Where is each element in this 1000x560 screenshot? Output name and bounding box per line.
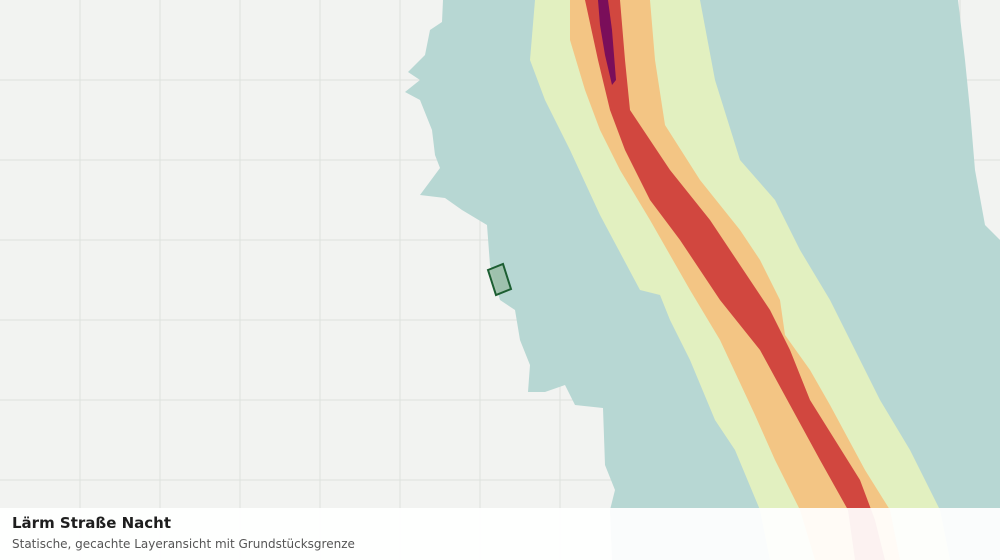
- caption-title: Lärm Straße Nacht: [12, 514, 171, 532]
- parcel-boundary: [486, 262, 513, 297]
- noise-band-high: [585, 0, 885, 560]
- caption-subtitle: Statische, gecachte Layeransicht mit Gru…: [12, 537, 355, 551]
- noise-band-very-high: [598, 0, 616, 85]
- caption-panel: [0, 508, 1000, 560]
